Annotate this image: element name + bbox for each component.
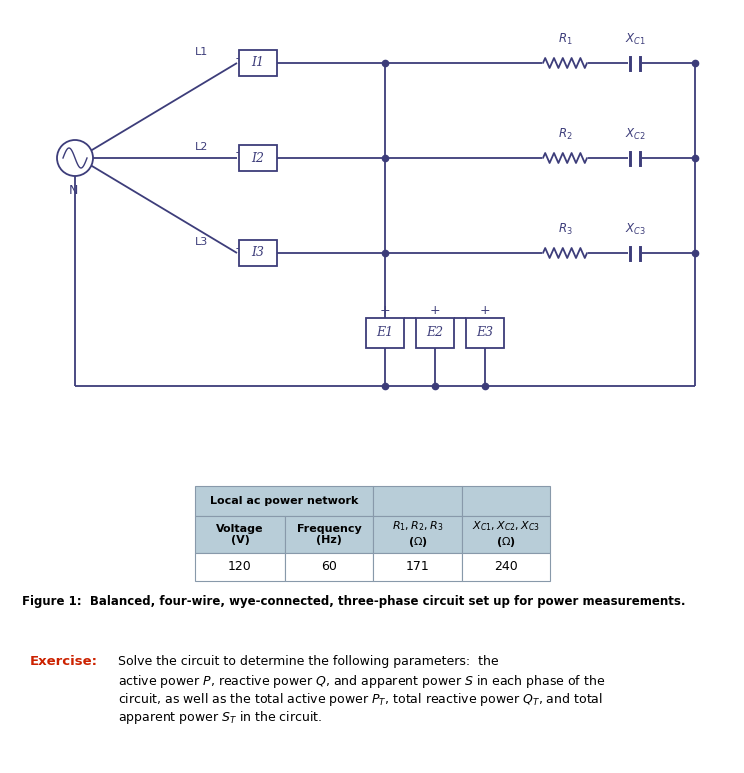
Text: $X_{C3}$: $X_{C3}$ xyxy=(625,222,645,237)
Bar xyxy=(373,553,462,581)
Bar xyxy=(416,318,454,348)
Bar xyxy=(373,486,462,516)
Text: $X_{C2}$: $X_{C2}$ xyxy=(625,127,645,142)
Text: +: + xyxy=(234,147,246,159)
Text: 171: 171 xyxy=(405,560,429,574)
Bar xyxy=(195,486,373,516)
Bar xyxy=(366,318,404,348)
Bar xyxy=(462,486,550,516)
Text: apparent power $S_T$ in the circuit.: apparent power $S_T$ in the circuit. xyxy=(118,709,322,726)
Text: L1: L1 xyxy=(195,47,208,57)
Bar xyxy=(239,50,277,76)
Text: +: + xyxy=(430,304,440,316)
Text: +: + xyxy=(480,304,490,316)
Text: $R_3$: $R_3$ xyxy=(558,222,572,237)
Text: $R_2$: $R_2$ xyxy=(558,127,572,142)
Text: $X_{C1}$: $X_{C1}$ xyxy=(625,32,645,47)
Bar xyxy=(239,240,277,266)
Text: Figure 1:  Balanced, four-wire, wye-connected, three-phase circuit set up for po: Figure 1: Balanced, four-wire, wye-conne… xyxy=(22,595,685,608)
Text: Local ac power network: Local ac power network xyxy=(210,496,358,506)
Text: +: + xyxy=(379,304,391,316)
Text: E3: E3 xyxy=(476,326,493,339)
Text: I2: I2 xyxy=(251,152,265,165)
Bar xyxy=(462,516,550,553)
Text: Solve the circuit to determine the following parameters:  the: Solve the circuit to determine the follo… xyxy=(118,655,498,668)
Bar xyxy=(373,516,462,553)
Text: E1: E1 xyxy=(376,326,394,339)
Text: L3: L3 xyxy=(195,237,208,247)
Text: $X_{C1}, X_{C2}, X_{C3}$
($\Omega$): $X_{C1}, X_{C2}, X_{C3}$ ($\Omega$) xyxy=(472,519,540,550)
Text: 60: 60 xyxy=(321,560,337,574)
Bar xyxy=(195,516,285,553)
Text: N: N xyxy=(68,184,77,197)
Text: +: + xyxy=(234,52,246,64)
Text: L2: L2 xyxy=(195,142,208,152)
Text: E2: E2 xyxy=(426,326,443,339)
Text: $R_1, R_2, R_3$
($\Omega$): $R_1, R_2, R_3$ ($\Omega$) xyxy=(392,519,443,550)
Bar xyxy=(285,516,373,553)
Text: I3: I3 xyxy=(251,247,265,260)
Text: 120: 120 xyxy=(228,560,252,574)
Bar xyxy=(285,553,373,581)
Bar xyxy=(195,553,285,581)
Text: Frequency
(Hz): Frequency (Hz) xyxy=(297,523,362,545)
Text: circuit, as well as the total active power $P_T$, total reactive power $Q_T$, an: circuit, as well as the total active pow… xyxy=(118,691,603,708)
Text: +: + xyxy=(234,241,246,254)
Text: Exercise:: Exercise: xyxy=(30,655,98,668)
Text: active power $P$, reactive power $Q$, and apparent power $S$ in each phase of th: active power $P$, reactive power $Q$, an… xyxy=(118,673,605,690)
Bar xyxy=(239,145,277,171)
Bar xyxy=(462,553,550,581)
Bar xyxy=(466,318,504,348)
Text: 240: 240 xyxy=(494,560,518,574)
Text: $R_1$: $R_1$ xyxy=(558,32,572,47)
Text: I1: I1 xyxy=(251,56,265,70)
Text: Voltage
(V): Voltage (V) xyxy=(217,523,264,545)
